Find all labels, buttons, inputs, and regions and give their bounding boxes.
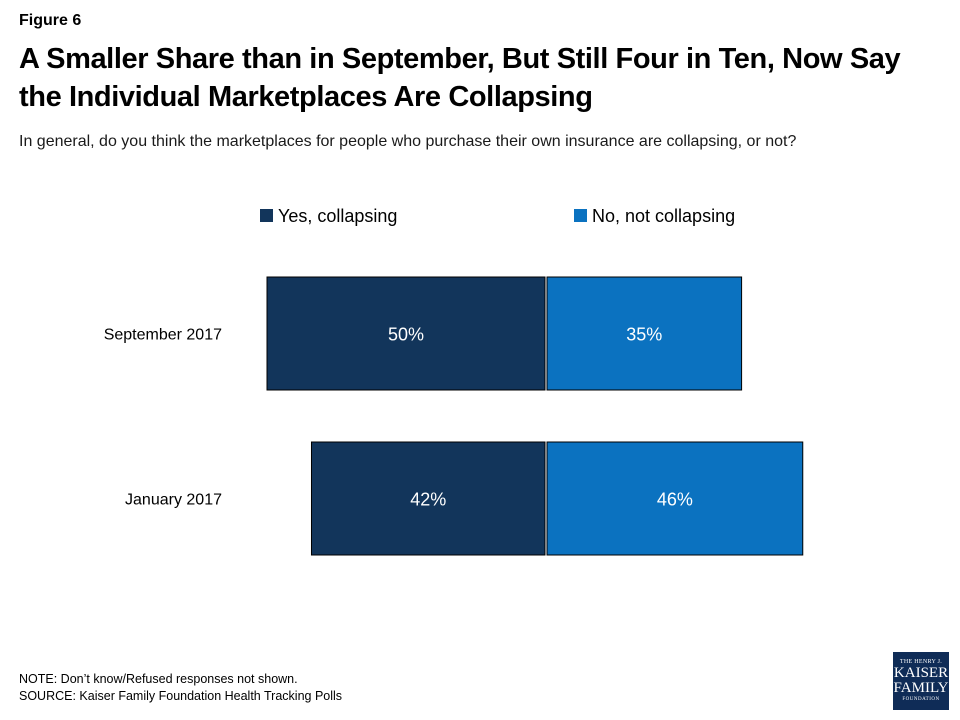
chart-subtitle: In general, do you think the marketplace… [19, 133, 797, 150]
source-text: SOURCE: Kaiser Family Foundation Health … [19, 689, 343, 703]
legend-item-1: No, not collapsing [574, 206, 735, 226]
category-label: January 2017 [125, 492, 222, 509]
legend-item-0: Yes, collapsing [260, 206, 397, 226]
logo-line-1: THE HENRY J. [899, 659, 943, 665]
legend-swatch-1 [574, 209, 587, 222]
legend-label-0: Yes, collapsing [278, 206, 397, 226]
bar-yes [266, 276, 546, 391]
figure-label: Figure 6 [19, 12, 82, 29]
bar-no [546, 441, 804, 556]
diverging-bar-chart: Yes, collapsing No, not collapsing Septemb… [104, 206, 804, 556]
kff-logo: THE HENRY J. KAISER FAMILY FOUNDATION [893, 652, 949, 710]
logo-line-4: FOUNDATION [902, 697, 940, 702]
bar-no [546, 276, 743, 391]
logo-line-3: FAMILY [893, 680, 949, 696]
data-label: 35% [626, 325, 662, 345]
footnote: NOTE: Don’t know/Refused responses not s… [19, 671, 342, 705]
bar-yes [310, 441, 546, 556]
note-text: NOTE: Don’t know/Refused responses not s… [19, 672, 298, 686]
data-label: 42% [410, 490, 446, 510]
logo-line-2: KAISER [893, 665, 949, 681]
chart-title: A Smaller Share than in September, But S… [19, 43, 901, 113]
data-label: 46% [657, 490, 693, 510]
data-label: 50% [388, 325, 424, 345]
legend-swatch-0 [260, 209, 273, 222]
legend-label-1: No, not collapsing [592, 206, 735, 226]
category-label: September 2017 [104, 327, 222, 344]
